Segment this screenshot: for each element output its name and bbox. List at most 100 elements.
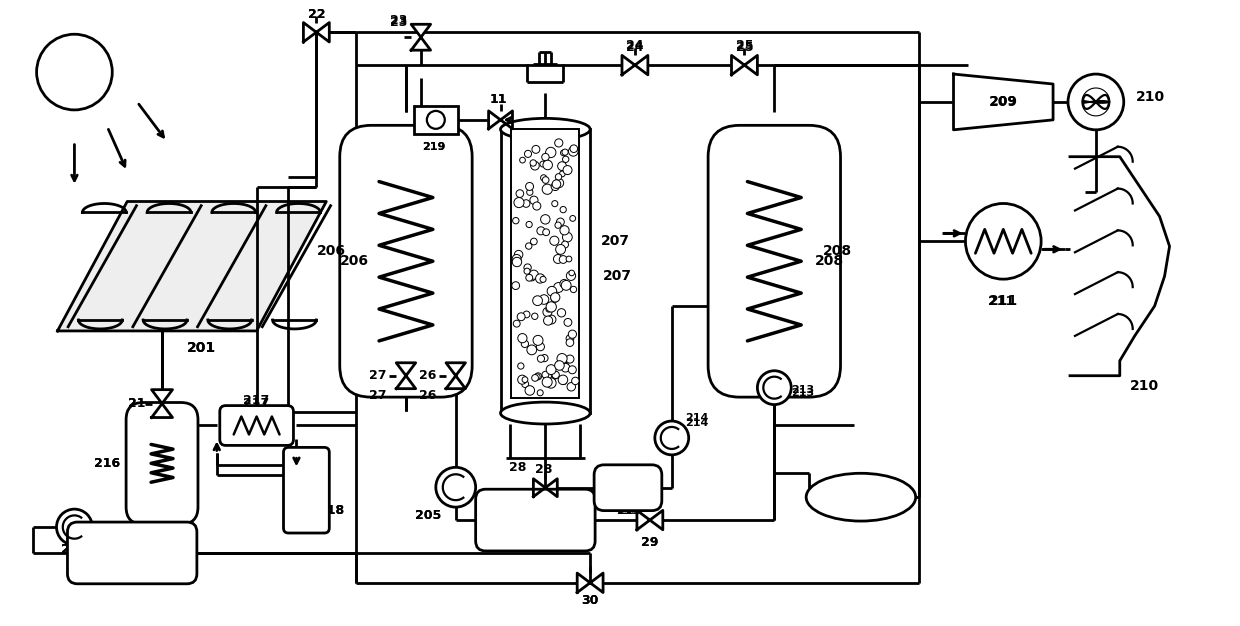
Text: 214: 214 <box>684 418 708 428</box>
Circle shape <box>37 34 113 110</box>
Circle shape <box>553 282 563 292</box>
Circle shape <box>551 182 559 190</box>
FancyBboxPatch shape <box>219 406 294 446</box>
Circle shape <box>560 207 567 213</box>
Circle shape <box>522 381 528 387</box>
Circle shape <box>557 218 564 226</box>
Circle shape <box>547 286 557 296</box>
Circle shape <box>551 293 560 302</box>
Circle shape <box>546 378 556 388</box>
Circle shape <box>529 270 538 279</box>
Text: 11: 11 <box>490 93 507 106</box>
Circle shape <box>552 372 558 379</box>
Circle shape <box>562 280 572 290</box>
Text: 217: 217 <box>243 397 270 410</box>
Text: 212: 212 <box>847 490 875 504</box>
Circle shape <box>512 254 521 264</box>
Bar <box>414 106 458 134</box>
Text: 27: 27 <box>370 389 387 402</box>
Text: 215: 215 <box>619 506 641 516</box>
Text: 29: 29 <box>641 536 658 550</box>
Text: 28: 28 <box>534 463 552 476</box>
Circle shape <box>546 147 556 158</box>
Text: 25: 25 <box>735 39 753 52</box>
Text: 30: 30 <box>582 594 599 607</box>
Circle shape <box>546 365 556 374</box>
FancyBboxPatch shape <box>708 125 841 397</box>
Circle shape <box>525 386 534 395</box>
Circle shape <box>543 160 553 170</box>
Text: 26: 26 <box>419 369 436 382</box>
Circle shape <box>526 274 533 281</box>
Circle shape <box>522 200 529 207</box>
Text: 22: 22 <box>308 8 325 21</box>
Circle shape <box>539 161 546 167</box>
Text: 218: 218 <box>319 504 345 516</box>
Text: 211: 211 <box>988 295 1014 307</box>
Text: 207: 207 <box>600 234 630 249</box>
Circle shape <box>517 375 527 384</box>
Circle shape <box>435 468 476 507</box>
Text: 217: 217 <box>243 394 270 407</box>
Circle shape <box>543 307 552 317</box>
Circle shape <box>517 363 525 369</box>
Circle shape <box>541 175 547 181</box>
Circle shape <box>521 341 528 347</box>
Text: 209: 209 <box>991 95 1017 108</box>
Text: 22: 22 <box>308 8 325 21</box>
Circle shape <box>525 150 532 157</box>
Polygon shape <box>622 55 647 75</box>
Bar <box>511 130 579 398</box>
Circle shape <box>537 227 544 235</box>
Circle shape <box>563 156 569 163</box>
Circle shape <box>560 279 568 288</box>
Circle shape <box>427 111 445 129</box>
Polygon shape <box>489 111 512 129</box>
Circle shape <box>532 374 538 381</box>
Polygon shape <box>412 24 430 50</box>
Text: 213: 213 <box>791 387 813 398</box>
Circle shape <box>527 345 537 355</box>
Circle shape <box>554 178 564 188</box>
Circle shape <box>655 421 688 455</box>
Circle shape <box>542 153 549 161</box>
Polygon shape <box>533 479 557 496</box>
Polygon shape <box>732 55 758 75</box>
Circle shape <box>533 336 543 346</box>
Circle shape <box>554 361 564 370</box>
Text: 211: 211 <box>988 294 1018 308</box>
Text: 216: 216 <box>94 457 120 470</box>
Circle shape <box>526 183 533 190</box>
Ellipse shape <box>501 402 590 424</box>
Circle shape <box>532 145 539 153</box>
FancyBboxPatch shape <box>594 465 662 511</box>
Text: 202: 202 <box>61 543 88 557</box>
Circle shape <box>558 162 567 170</box>
Circle shape <box>568 330 577 338</box>
FancyBboxPatch shape <box>126 403 198 524</box>
Circle shape <box>549 236 559 245</box>
Text: 216: 216 <box>94 457 120 470</box>
Circle shape <box>569 270 574 276</box>
Polygon shape <box>637 510 663 530</box>
Circle shape <box>556 173 562 180</box>
Circle shape <box>541 215 551 224</box>
Text: 23: 23 <box>391 14 408 27</box>
Circle shape <box>559 171 565 177</box>
Circle shape <box>564 319 572 326</box>
Bar <box>501 130 590 413</box>
Circle shape <box>557 309 565 317</box>
Circle shape <box>562 362 569 369</box>
Circle shape <box>567 335 574 342</box>
Circle shape <box>542 184 552 194</box>
Text: 206: 206 <box>340 254 368 268</box>
Text: 204: 204 <box>521 513 549 527</box>
Circle shape <box>553 255 563 264</box>
Text: 27: 27 <box>370 369 387 382</box>
Text: 24: 24 <box>626 41 644 54</box>
Circle shape <box>537 355 544 362</box>
Circle shape <box>513 321 520 327</box>
Text: 204: 204 <box>521 513 549 527</box>
Circle shape <box>758 371 791 404</box>
Text: 26: 26 <box>419 389 436 402</box>
